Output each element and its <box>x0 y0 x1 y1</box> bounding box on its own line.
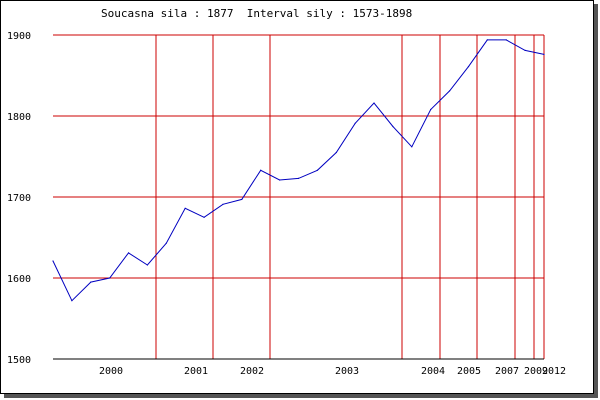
data-point <box>430 108 432 111</box>
x-tick-label: 2009 <box>524 366 548 377</box>
data-point <box>297 177 300 179</box>
data-point <box>203 216 205 218</box>
data-point <box>373 102 375 104</box>
y-tick-label: 1500 <box>7 355 31 366</box>
data-point <box>411 146 413 148</box>
data-point <box>109 277 111 279</box>
y-tick-label: 1800 <box>7 112 31 123</box>
data-point <box>71 300 73 302</box>
chart-title: Soucasna sila : 1877 Interval sily : 157… <box>101 7 413 20</box>
data-point <box>184 207 186 209</box>
data-point <box>52 260 54 262</box>
data-point <box>354 122 356 124</box>
series-line <box>52 39 545 302</box>
x-tick-label: 2001 <box>184 366 208 377</box>
data-point <box>486 39 488 41</box>
chart-frame: Soucasna sila : 1877 Interval sily : 157… <box>0 0 594 394</box>
data-point <box>543 53 545 56</box>
data-point <box>335 151 337 154</box>
data-point <box>146 264 149 266</box>
data-point <box>260 169 262 171</box>
data-point <box>316 169 318 171</box>
x-tick-label: 2007 <box>495 366 519 377</box>
y-tick-label: 1600 <box>7 274 31 285</box>
data-point <box>505 39 507 41</box>
data-point <box>448 90 451 92</box>
data-point <box>165 242 167 244</box>
data-point <box>222 203 224 205</box>
data-point <box>279 179 281 181</box>
x-tick-label: 2003 <box>335 366 359 377</box>
x-tick-label: 2012 <box>542 366 566 377</box>
x-tick-label: 2000 <box>99 366 123 377</box>
data-point <box>127 252 130 254</box>
x-tick-label: 2004 <box>421 366 445 377</box>
data-point <box>90 281 92 283</box>
data-point <box>392 125 394 128</box>
data-point <box>524 49 526 51</box>
x-tick-label: 2002 <box>240 366 264 377</box>
y-tick-label: 1700 <box>7 193 31 204</box>
y-tick-label: 1900 <box>7 31 31 42</box>
line-chart: 1500 1600 1700 1800 1900 2000 2001 2002 2003 2004… <box>7 31 566 377</box>
x-tick-label: 2005 <box>457 366 481 377</box>
data-point <box>241 198 243 201</box>
data-point <box>467 65 470 68</box>
